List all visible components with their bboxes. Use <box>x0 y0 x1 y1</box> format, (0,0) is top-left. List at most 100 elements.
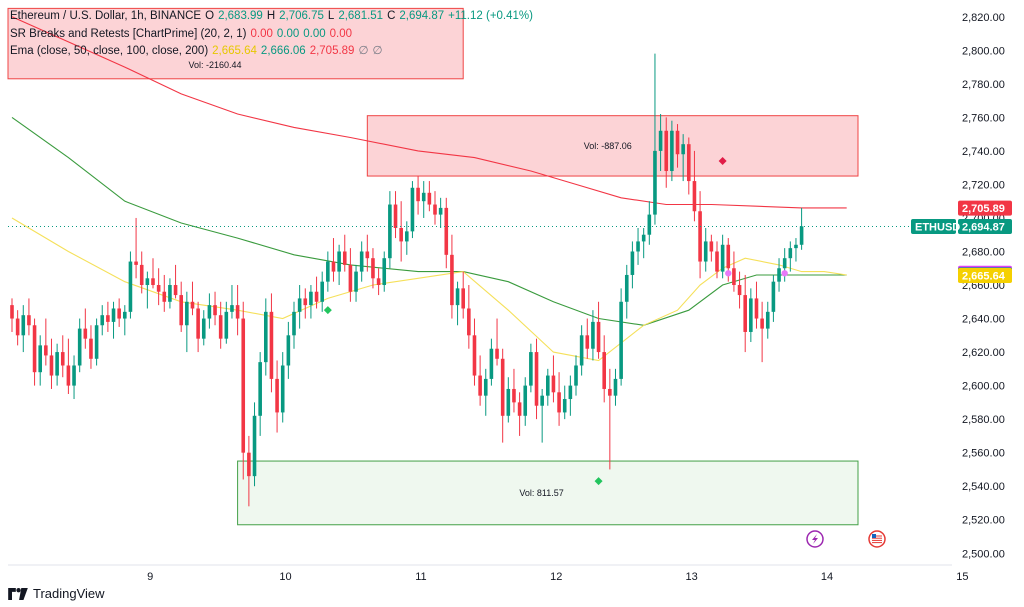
candle[interactable] <box>675 130 680 155</box>
signal-diamond-marker[interactable] <box>594 477 603 486</box>
candle[interactable] <box>687 144 691 182</box>
candle[interactable] <box>551 375 556 393</box>
candle[interactable] <box>185 301 189 326</box>
candle[interactable] <box>421 192 426 202</box>
candle[interactable] <box>139 264 144 286</box>
candle[interactable] <box>709 241 714 252</box>
resistance-zone[interactable] <box>366 115 859 177</box>
candle[interactable] <box>264 311 268 363</box>
candle[interactable] <box>168 285 172 302</box>
candle[interactable] <box>698 211 702 262</box>
candle[interactable] <box>258 362 262 416</box>
candle[interactable] <box>269 311 274 379</box>
candle[interactable] <box>636 241 640 252</box>
candle[interactable] <box>235 305 240 319</box>
candle[interactable] <box>224 311 229 339</box>
candle[interactable] <box>534 352 539 406</box>
candle[interactable] <box>410 187 415 232</box>
candle[interactable] <box>777 268 781 282</box>
candle[interactable] <box>444 207 449 255</box>
candle[interactable] <box>641 234 646 242</box>
candle[interactable] <box>55 352 59 376</box>
candle[interactable] <box>100 315 105 326</box>
candle[interactable] <box>416 187 420 202</box>
candle[interactable] <box>354 271 358 292</box>
sr-indicator-row[interactable]: SR Breaks and Retests [ChartPrime] (20, … <box>10 26 533 44</box>
candle[interactable] <box>60 352 65 366</box>
candle[interactable] <box>399 228 403 242</box>
candle[interactable] <box>309 291 313 306</box>
candle[interactable] <box>297 298 302 312</box>
candle[interactable] <box>331 261 336 272</box>
candle[interactable] <box>280 365 285 413</box>
candle[interactable] <box>760 318 764 329</box>
candle[interactable] <box>38 345 42 373</box>
candle[interactable] <box>726 244 731 269</box>
candle[interactable] <box>557 392 561 413</box>
candle[interactable] <box>303 298 308 306</box>
candle[interactable] <box>720 244 725 272</box>
candle[interactable] <box>749 298 753 332</box>
candle[interactable] <box>241 318 246 453</box>
candle[interactable] <box>151 278 155 286</box>
price-badge[interactable] <box>958 219 1012 235</box>
candle[interactable] <box>455 288 460 306</box>
candle[interactable] <box>596 321 601 353</box>
candle[interactable] <box>326 261 330 282</box>
candle[interactable] <box>201 318 206 339</box>
symbol-badge[interactable] <box>911 219 956 235</box>
candle[interactable] <box>320 281 324 302</box>
candle[interactable] <box>207 305 212 319</box>
candle[interactable] <box>546 375 550 396</box>
candle[interactable] <box>21 315 26 336</box>
candle[interactable] <box>608 388 612 396</box>
candle[interactable] <box>732 268 736 286</box>
candle[interactable] <box>247 452 251 477</box>
candle[interactable] <box>478 375 482 396</box>
candle[interactable] <box>794 244 798 249</box>
candle[interactable] <box>111 308 116 322</box>
candle[interactable] <box>658 130 663 151</box>
candle[interactable] <box>512 388 516 403</box>
candle[interactable] <box>754 298 759 319</box>
candle[interactable] <box>314 291 319 302</box>
candle[interactable] <box>190 301 195 309</box>
candle[interactable] <box>162 291 167 302</box>
candle[interactable] <box>10 305 14 319</box>
candle[interactable] <box>427 192 432 205</box>
candle[interactable] <box>196 308 200 339</box>
candle[interactable] <box>743 295 747 332</box>
candle[interactable] <box>218 315 223 339</box>
candle[interactable] <box>388 204 392 259</box>
ema-indicator-row[interactable]: Ema (close, 50, close, 100, close, 200) … <box>10 43 533 61</box>
price-badge[interactable] <box>958 200 1012 216</box>
candle[interactable] <box>438 207 443 215</box>
candle[interactable] <box>568 385 573 400</box>
candle[interactable] <box>145 278 150 286</box>
candle[interactable] <box>156 285 161 292</box>
candle[interactable] <box>15 318 20 336</box>
candle[interactable] <box>83 328 88 339</box>
candle[interactable] <box>213 305 217 316</box>
plot-area[interactable] <box>8 0 952 565</box>
candle[interactable] <box>715 251 719 272</box>
retest-dot-marker[interactable] <box>725 270 732 277</box>
candle[interactable] <box>134 261 138 265</box>
candle[interactable] <box>506 388 511 416</box>
tradingview-footer[interactable]: TradingView <box>8 586 105 601</box>
candle[interactable] <box>788 248 793 259</box>
candle[interactable] <box>94 325 99 359</box>
candle[interactable] <box>393 204 398 229</box>
candle[interactable] <box>66 365 71 386</box>
candle[interactable] <box>692 181 697 212</box>
candle[interactable] <box>489 348 494 379</box>
candle[interactable] <box>467 308 471 336</box>
candle[interactable] <box>376 278 381 286</box>
candle[interactable] <box>292 311 296 336</box>
candle[interactable] <box>799 226 804 245</box>
signal-diamond-marker[interactable] <box>718 156 727 165</box>
us-flag-icon[interactable] <box>868 530 886 548</box>
candle[interactable] <box>765 311 770 329</box>
candle[interactable] <box>461 288 465 309</box>
candle[interactable] <box>472 335 477 376</box>
